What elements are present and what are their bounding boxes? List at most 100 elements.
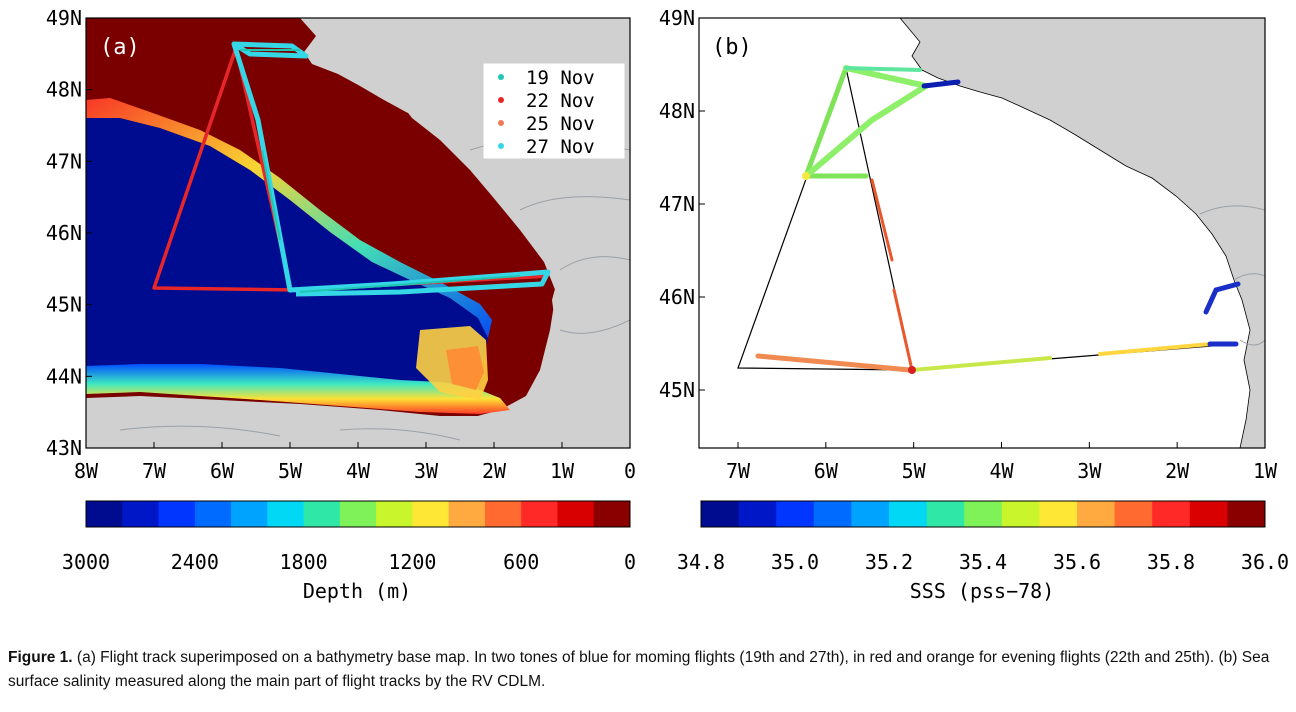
sss-north-top: [844, 66, 922, 72]
legend-marker: [498, 120, 504, 126]
colorbar-tick-label: 35.8: [1147, 550, 1195, 574]
panel-b-colorbar: [700, 500, 1266, 528]
lon-tick-label: 0: [624, 459, 636, 483]
lon-tick-label: 1W: [1253, 459, 1278, 483]
sss-south-west: [755, 353, 913, 373]
lat-tick-label: 49N: [46, 6, 82, 30]
colorbar-segment: [926, 501, 965, 527]
panel-b-colorbar-ticks: 34.8 35.0 35.2 35.4 35.6 35.8 36.0: [677, 550, 1289, 574]
colorbar-tick-label: 1800: [280, 550, 328, 574]
colorbar-frame: [85, 500, 631, 528]
sss-diagonal: [803, 65, 934, 179]
colorbar-segment: [194, 501, 232, 527]
colorbar-tick-label: 35.0: [771, 550, 819, 574]
panel-b-colorbar-title: SSS (pss−78): [910, 579, 1055, 603]
colorbar-segment: [1001, 501, 1040, 527]
lon-tick-label: 8W: [74, 459, 99, 483]
panel-a-colorbar-title: Depth (m): [303, 579, 411, 603]
colorbar-segment: [521, 501, 558, 527]
panel-b-frame: [698, 17, 1266, 449]
lat-tick-label: 48N: [46, 78, 82, 102]
colorbar-segment: [339, 501, 377, 527]
lon-tick-label: 7W: [726, 459, 751, 483]
colorbar-segment: [484, 501, 522, 527]
colorbar-tick-label: 2400: [171, 550, 219, 574]
panel-a-lon-ticks: 8W 7W 6W 5W 4W 3W 2W 1W 0: [74, 442, 636, 483]
panel-a-label: (a): [100, 35, 140, 60]
sss-south-east: [910, 356, 1052, 372]
river: [1199, 205, 1265, 346]
sss-central-leg: [870, 178, 914, 372]
lon-tick-label: 3W: [1077, 459, 1102, 483]
colorbar-tick-label: 34.8: [677, 550, 725, 574]
legend-label: 22 Nov: [526, 90, 595, 112]
continental-slope-south: [86, 364, 510, 414]
sss-brest: [921, 79, 961, 89]
legend-box: [483, 63, 625, 159]
lat-tick-label: 46N: [46, 221, 82, 245]
lon-tick-label: 2W: [482, 459, 507, 483]
panel-b-lon-ticks: 7W 6W 5W 4W 3W 2W 1W: [726, 442, 1278, 483]
figure-caption: Figure 1. (a) Flight track superimposed …: [8, 646, 1288, 694]
flight-tracks: [152, 41, 551, 297]
landes-plateau-core: [446, 346, 484, 390]
colorbar-segment: [1039, 501, 1078, 527]
colorbar-segment: [231, 501, 268, 527]
lon-tick-label: 4W: [346, 459, 371, 483]
panel-b-lat-ticks: 49N 48N 47N 46N 45N: [659, 6, 705, 402]
caption-lead: Figure 1.: [8, 649, 73, 666]
colorbar-segment: [448, 501, 486, 527]
colorbar-tick-label: 35.4: [959, 550, 1007, 574]
legend-label: 27 Nov: [526, 136, 595, 158]
colorbar-segment: [158, 501, 196, 527]
sss-point: [908, 366, 916, 374]
lon-tick-label: 2W: [1165, 459, 1190, 483]
colorbar-segment: [122, 501, 160, 527]
lat-tick-label: 48N: [659, 99, 695, 123]
lon-tick-label: 7W: [142, 459, 167, 483]
lon-tick-label: 1W: [550, 459, 575, 483]
sss-gironde: [1203, 281, 1241, 347]
colorbar-segment: [593, 501, 631, 527]
colorbar-segment: [303, 501, 341, 527]
colorbar-frame: [700, 500, 1266, 528]
legend-marker: [498, 74, 504, 80]
colorbar-segment: [851, 501, 890, 527]
lat-tick-label: 45N: [46, 293, 82, 317]
sss-point: [802, 172, 810, 180]
colorbar-tick-label: 35.6: [1053, 550, 1101, 574]
panel-b-map: [699, 18, 1265, 448]
colorbar-tick-label: 600: [503, 550, 539, 574]
colorbar-segment: [1077, 501, 1116, 527]
lon-tick-label: 5W: [902, 459, 927, 483]
colorbar-segment: [889, 501, 928, 527]
colorbar-segment: [267, 501, 305, 527]
track-19-nov: [240, 49, 521, 293]
lon-tick-label: 4W: [989, 459, 1014, 483]
colorbar-segment: [1152, 501, 1191, 527]
panel-a-colorbar: [85, 500, 631, 528]
lat-tick-label: 44N: [46, 364, 82, 388]
lat-tick-label: 45N: [659, 378, 695, 402]
lat-tick-label: 49N: [659, 6, 695, 30]
colorbar-segment: [1227, 501, 1266, 527]
legend-marker: [498, 97, 504, 103]
lat-tick-label: 43N: [46, 436, 82, 460]
colorbar-tick-label: 35.2: [865, 550, 913, 574]
panel-b-label: (b): [712, 35, 752, 60]
colorbar-segment: [776, 501, 815, 527]
colorbar-tick-label: 1200: [388, 550, 436, 574]
lon-tick-label: 6W: [814, 459, 839, 483]
colorbar-segment: [813, 501, 852, 527]
colorbar-tick-label: 0: [624, 550, 636, 574]
lat-tick-label: 47N: [659, 192, 695, 216]
lon-tick-label: 5W: [278, 459, 303, 483]
colorbar-tick-label: 3000: [62, 550, 110, 574]
lat-tick-label: 47N: [46, 149, 82, 173]
colorbar-tick-label: 36.0: [1241, 550, 1289, 574]
colorbar-segment: [376, 501, 413, 527]
legend-label: 19 Nov: [526, 67, 595, 89]
sss-south-east-2: [1098, 342, 1212, 356]
